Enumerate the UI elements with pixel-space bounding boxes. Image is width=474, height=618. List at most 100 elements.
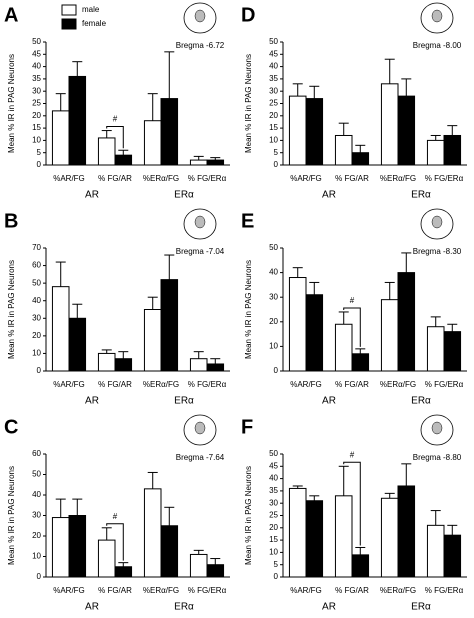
bregma-label: Bregma -8.80 <box>413 453 462 462</box>
bar <box>97 539 116 578</box>
brain-icon-pag <box>431 9 443 23</box>
significance-bracket <box>106 126 124 149</box>
y-tick-label: 10 <box>269 136 278 145</box>
group-label: ERα <box>174 190 194 201</box>
bar <box>189 159 208 166</box>
group-label: AR <box>85 190 99 201</box>
bar <box>68 515 87 578</box>
y-tick-label: 15 <box>269 535 278 544</box>
significance-label: # <box>350 296 355 305</box>
bar <box>160 98 179 166</box>
significance-bracket <box>343 461 361 546</box>
x-tick-label: % FG/AR <box>335 174 369 183</box>
y-tick-label: 45 <box>32 49 41 58</box>
y-axis-label: Mean % IR in PAG Neurons <box>7 466 16 565</box>
y-tick-label: 10 <box>32 136 41 145</box>
y-tick-label: 35 <box>269 74 278 83</box>
x-tick-label: % FG/ERα <box>188 174 227 183</box>
y-tick-label: 40 <box>32 62 41 71</box>
bar <box>351 152 370 166</box>
y-tick-label: 20 <box>269 317 278 326</box>
group-label: AR <box>85 396 99 407</box>
bar <box>380 83 399 166</box>
y-tick-label: 60 <box>32 449 41 458</box>
y-tick-label: 40 <box>32 296 41 305</box>
brain-icon-pag <box>431 421 443 435</box>
y-tick-label: 40 <box>32 490 41 499</box>
bregma-label: Bregma -8.30 <box>413 247 462 256</box>
x-tick-label: % FG/ERα <box>425 586 464 595</box>
significance-bracket <box>106 523 124 561</box>
bar <box>160 279 179 372</box>
bar <box>426 524 445 578</box>
x-tick-label: %AR/FG <box>53 174 85 183</box>
bar <box>189 358 208 372</box>
bar <box>380 299 399 372</box>
legend-label: male <box>82 5 100 14</box>
y-axis-label: Mean % IR in PAG Neurons <box>244 260 253 359</box>
y-tick-label: 20 <box>269 523 278 532</box>
bar <box>68 75 87 166</box>
y-tick-label: 0 <box>37 366 42 375</box>
panel-letter: B <box>4 210 18 232</box>
brain-icon-pag <box>194 421 206 435</box>
y-tick-label: 25 <box>269 99 278 108</box>
y-tick-label: 25 <box>32 99 41 108</box>
bar <box>206 363 225 372</box>
bar <box>334 495 353 578</box>
bar <box>288 277 307 372</box>
y-tick-label: 45 <box>269 461 278 470</box>
x-tick-label: %ERα/FG <box>380 586 416 595</box>
bar <box>114 154 133 166</box>
legend-swatch <box>61 18 77 30</box>
bregma-label: Bregma -8.00 <box>413 41 462 50</box>
bar <box>160 525 179 578</box>
bar <box>443 331 462 372</box>
y-tick-label: 50 <box>269 37 278 46</box>
bar <box>189 553 208 578</box>
y-tick-label: 40 <box>269 268 278 277</box>
x-tick-label: %ERα/FG <box>380 380 416 389</box>
y-tick-label: 20 <box>32 111 41 120</box>
x-tick-label: % FG/AR <box>335 586 369 595</box>
y-tick-label: 70 <box>32 243 41 252</box>
y-tick-label: 20 <box>269 111 278 120</box>
brain-icon-pag <box>194 215 206 229</box>
legend-swatch <box>61 4 77 16</box>
significance-label: # <box>113 115 118 124</box>
y-tick-label: 45 <box>269 49 278 58</box>
y-axis-label: Mean % IR in PAG Neurons <box>7 54 16 153</box>
y-tick-label: 50 <box>32 37 41 46</box>
x-tick-label: % FG/AR <box>335 380 369 389</box>
y-tick-label: 50 <box>32 470 41 479</box>
x-tick-label: %ERα/FG <box>380 174 416 183</box>
y-axis-label: Mean % IR in PAG Neurons <box>244 466 253 565</box>
bar <box>334 134 353 166</box>
x-tick-label: % FG/AR <box>98 586 132 595</box>
bar <box>143 120 162 166</box>
x-tick-label: %AR/FG <box>53 380 85 389</box>
y-tick-label: 30 <box>269 292 278 301</box>
x-tick-label: % FG/ERα <box>425 174 464 183</box>
y-tick-label: 0 <box>37 572 42 581</box>
brain-icon-pag <box>431 215 443 229</box>
bar <box>443 534 462 578</box>
panel-letter: A <box>4 4 18 26</box>
panel-letter: F <box>241 416 253 438</box>
bar <box>334 323 353 372</box>
x-tick-label: % FG/AR <box>98 174 132 183</box>
bar <box>114 566 133 578</box>
y-tick-label: 30 <box>269 86 278 95</box>
panel-letter: D <box>241 4 255 26</box>
bar <box>397 95 416 166</box>
y-tick-label: 40 <box>269 474 278 483</box>
y-tick-label: 50 <box>269 243 278 252</box>
legend-label: female <box>82 19 107 28</box>
bar <box>443 134 462 166</box>
x-tick-label: %ERα/FG <box>143 174 179 183</box>
y-tick-label: 0 <box>274 160 279 169</box>
brain-icon-pag <box>194 9 206 23</box>
x-tick-label: % FG/ERα <box>188 586 227 595</box>
y-tick-label: 10 <box>32 552 41 561</box>
